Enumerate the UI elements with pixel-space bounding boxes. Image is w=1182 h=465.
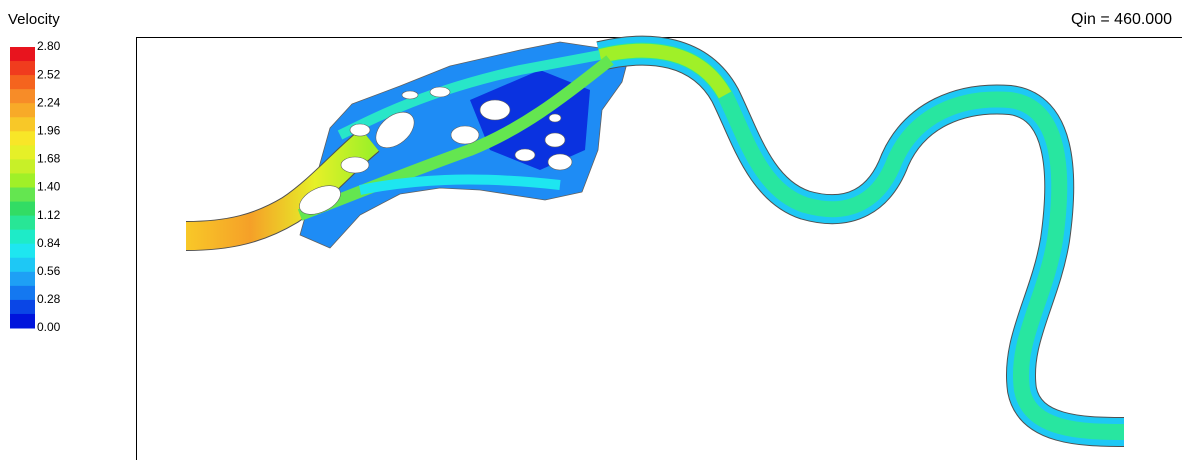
legend-swatch: [10, 103, 35, 118]
view-title: Qin = 460.000: [1071, 11, 1172, 28]
legend-swatch: [10, 47, 35, 62]
legend-swatch: [10, 286, 35, 301]
viewport: Velocity 2.80 2.52 2.24 1.96 1.68 1.40 1.12 0.8…: [0, 0, 1182, 460]
legend-swatch: [10, 75, 35, 90]
legend-swatch: [10, 61, 35, 76]
legend-swatch: [10, 314, 35, 329]
legend-label: 2.52: [37, 67, 61, 81]
legend-label: 0.84: [37, 236, 61, 250]
legend-swatch: [10, 131, 35, 146]
legend-label: 1.96: [37, 123, 61, 137]
legend-label: 2.80: [37, 39, 61, 53]
legend-swatch: [10, 258, 35, 273]
legend: 2.80 2.52 2.24 1.96 1.68 1.40 1.12 0.84 0.56 0.28…: [10, 39, 61, 334]
legend-swatch: [10, 173, 35, 188]
legend-label: 0.28: [37, 292, 61, 306]
legend-swatch: [10, 89, 35, 104]
legend-swatch: [10, 188, 35, 203]
legend-label: 0.00: [37, 320, 61, 334]
legend-swatch: [10, 230, 35, 245]
legend-swatch: [10, 202, 35, 217]
legend-label: 1.68: [37, 152, 61, 166]
legend-swatch: [10, 159, 35, 174]
legend-title: Velocity: [8, 11, 60, 28]
legend-swatch: [10, 300, 35, 315]
legend-swatch: [10, 216, 35, 231]
legend-swatch: [10, 272, 35, 287]
page: {"legend": {"title": "Velocity", "labels…: [0, 0, 1182, 460]
legend-swatch: [10, 244, 35, 259]
river-mesh: [186, 42, 1124, 432]
legend-label: 1.12: [37, 208, 61, 222]
legend-swatch: [10, 117, 35, 132]
legend-swatch: [10, 145, 35, 160]
legend-label: 2.24: [37, 95, 61, 109]
legend-label: 1.40: [37, 180, 61, 194]
legend-label: 0.56: [37, 264, 61, 278]
